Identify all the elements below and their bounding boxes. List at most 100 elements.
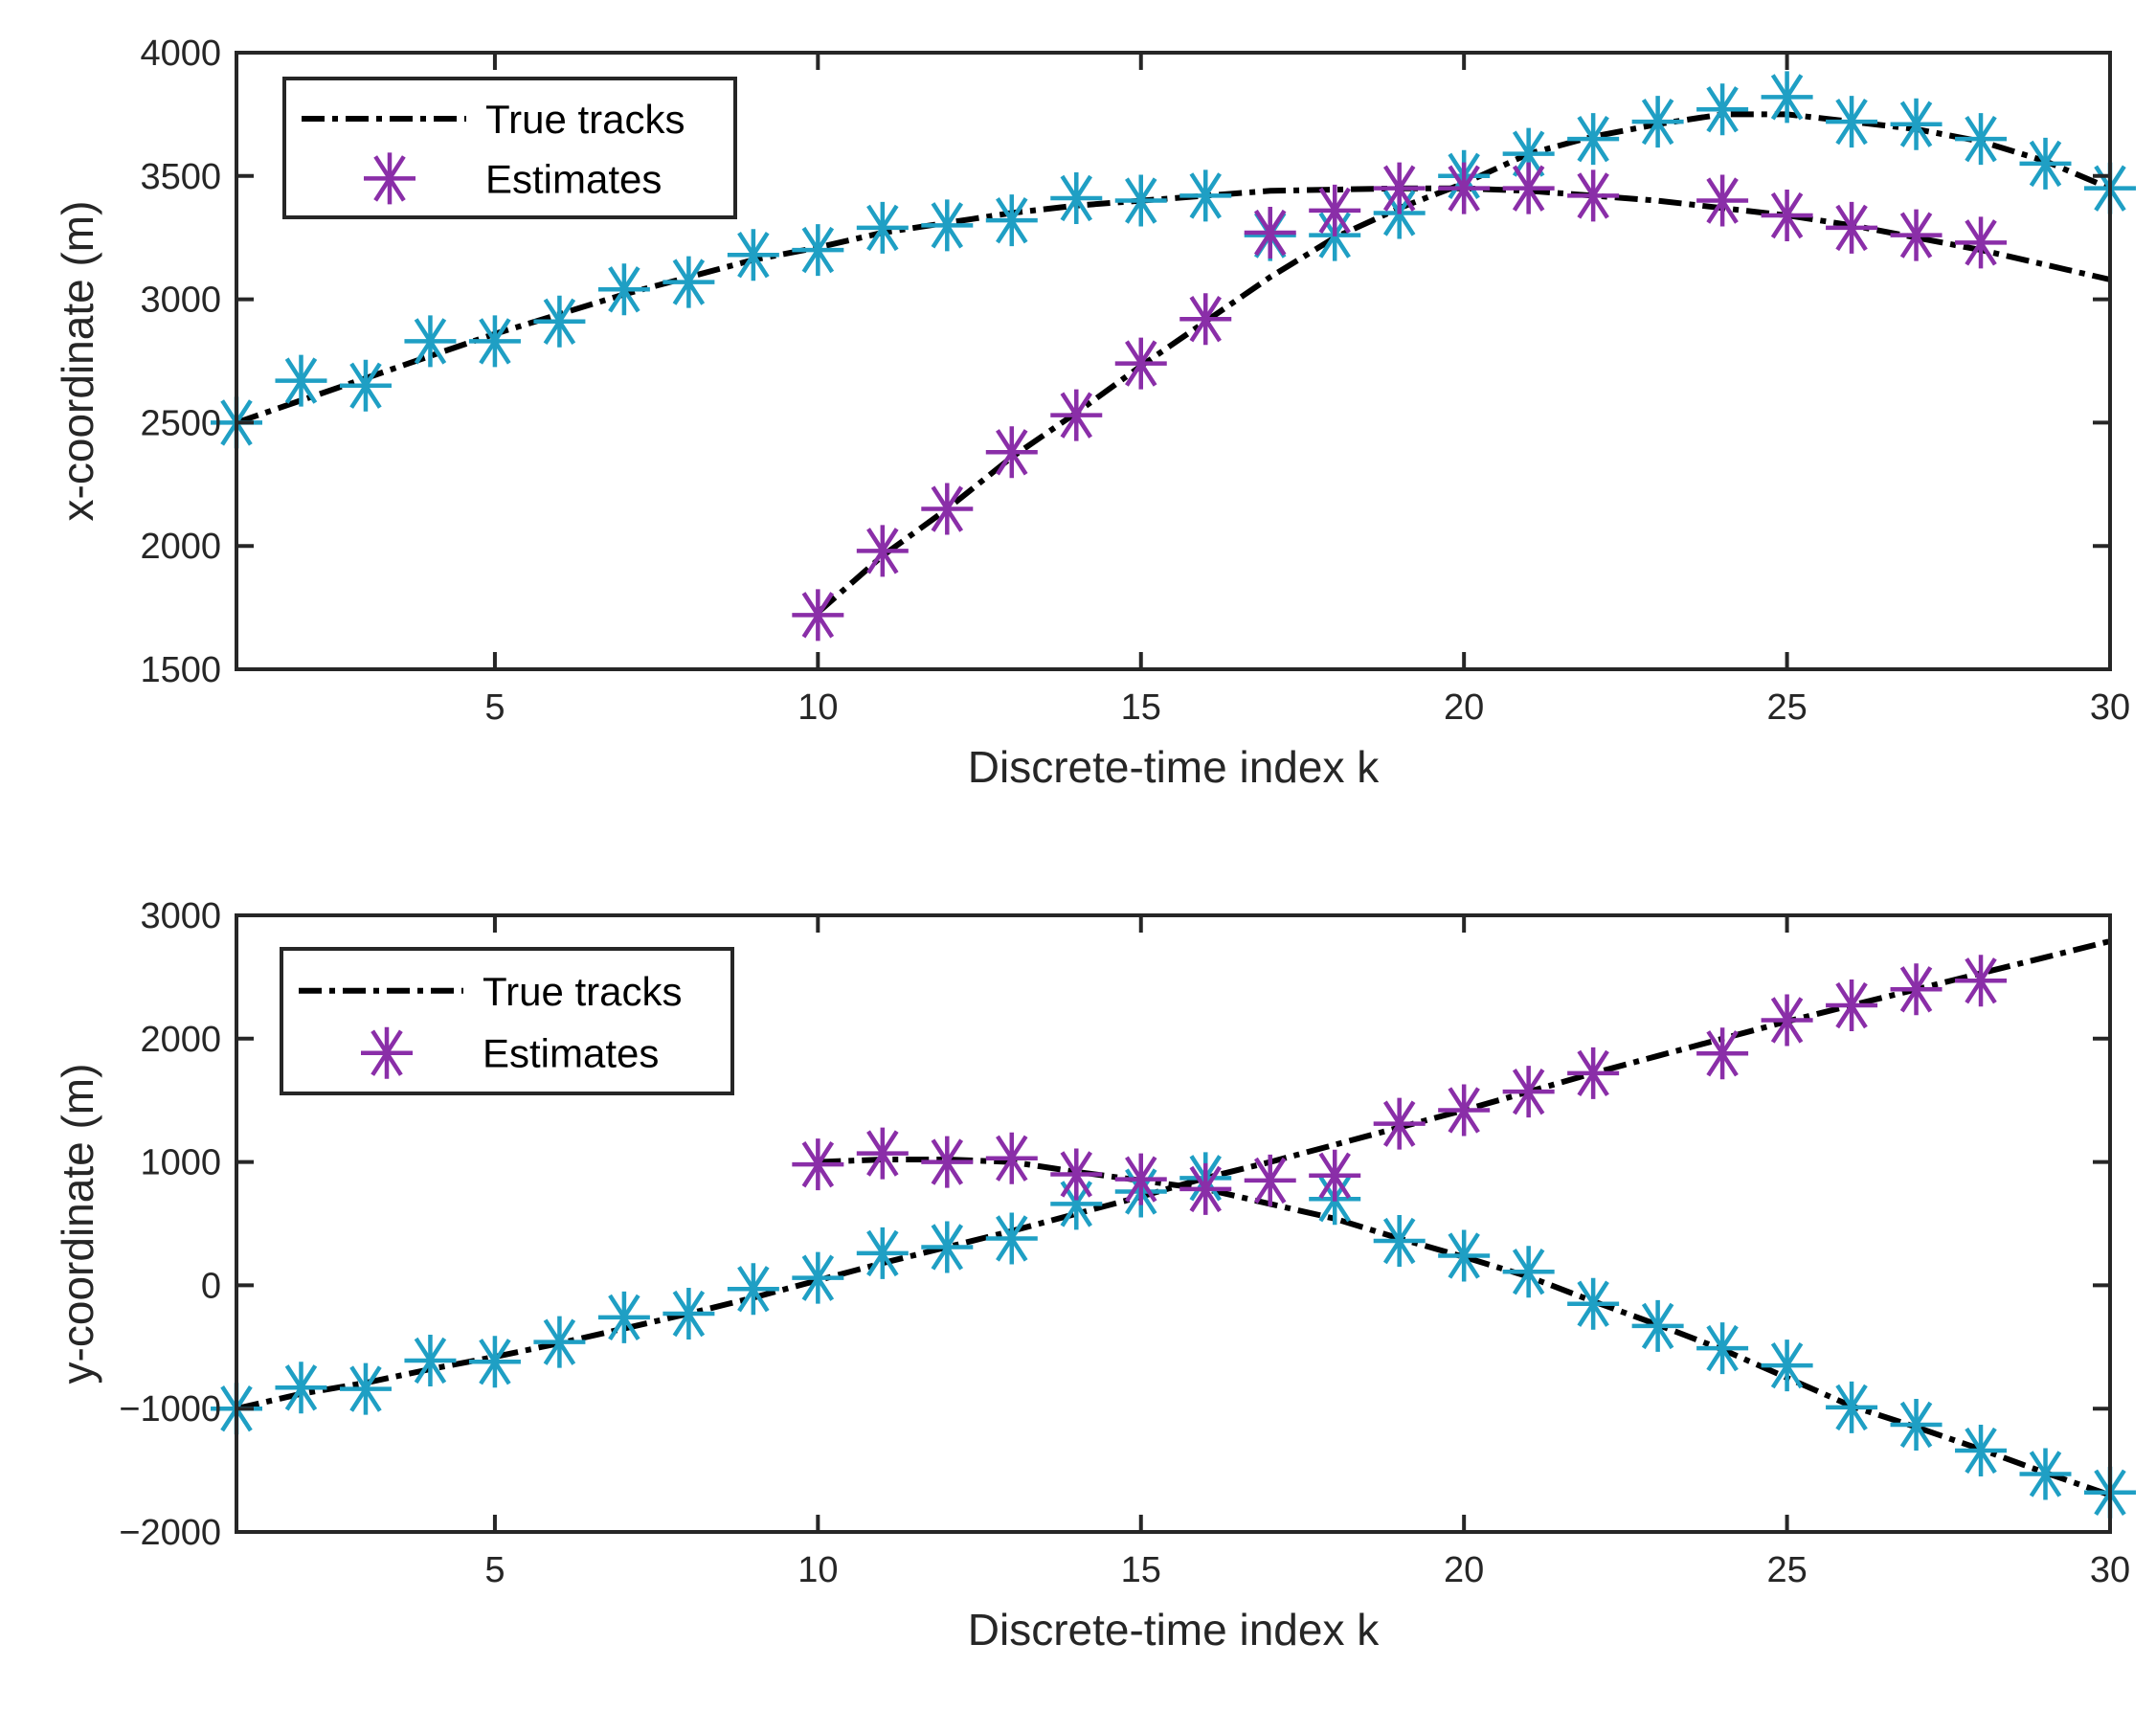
marker-stroke xyxy=(349,362,382,409)
estimate-point xyxy=(985,426,1038,479)
estimate-point xyxy=(1567,1047,1620,1099)
marker-stroke xyxy=(1835,1384,1868,1431)
legend-estimates-label: Estimates xyxy=(485,156,662,201)
x-tick-label: 5 xyxy=(484,687,505,728)
marker-stroke xyxy=(1965,219,1997,266)
estimate-point xyxy=(1826,979,1878,1032)
estimate-point xyxy=(985,1132,1038,1184)
legend-true-tracks-label: True tracks xyxy=(483,969,682,1014)
estimate-point xyxy=(856,525,909,577)
estimate-point xyxy=(1890,98,1943,150)
marker-stroke xyxy=(1770,74,1804,121)
marker-stroke xyxy=(1577,172,1609,219)
estimate-point xyxy=(2019,137,2072,190)
estimate-point xyxy=(985,1212,1038,1265)
estimate-point xyxy=(597,263,650,316)
true-track-line-1 xyxy=(236,185,2111,426)
marker-stroke xyxy=(1382,1100,1416,1147)
estimate-point xyxy=(1502,1066,1555,1118)
estimate-point xyxy=(1373,1097,1426,1150)
y-tick-label: −2000 xyxy=(119,1513,221,1553)
marker-stroke xyxy=(1512,1249,1545,1295)
x-tick-label: 30 xyxy=(2090,1550,2130,1590)
marker-stroke xyxy=(1706,1324,1739,1372)
estimate-point xyxy=(1955,955,2008,1007)
x-tick-label: 15 xyxy=(1121,1550,1161,1590)
y-tick-label: 2000 xyxy=(140,1020,221,1060)
estimate-point xyxy=(663,256,715,308)
x-tick-label: 25 xyxy=(1766,687,1807,728)
marker-stroke xyxy=(801,592,835,639)
marker-stroke xyxy=(1835,981,1868,1029)
x-axis-label: Discrete-time index k xyxy=(968,1605,1380,1655)
marker-stroke xyxy=(866,1130,899,1177)
marker-stroke xyxy=(1641,98,1674,146)
y-tick-label: −1000 xyxy=(119,1389,221,1430)
estimate-point xyxy=(468,315,521,368)
marker-stroke xyxy=(866,528,899,574)
x-tick-label: 5 xyxy=(484,1550,505,1590)
marker-stroke xyxy=(1706,86,1739,133)
estimate-point xyxy=(275,354,327,407)
legend: True tracks Estimates xyxy=(280,947,734,1095)
estimate-point xyxy=(663,1288,715,1340)
estimate-point xyxy=(1696,83,1749,136)
estimate-point xyxy=(921,1136,974,1188)
estimate-point xyxy=(1502,162,1555,214)
estimate-point xyxy=(1955,113,2008,166)
x-tick-label: 20 xyxy=(1444,1550,1484,1590)
marker-stroke xyxy=(1835,204,1868,252)
marker-stroke xyxy=(866,1229,899,1277)
marker-stroke xyxy=(996,1135,1028,1182)
estimate-point xyxy=(792,1251,844,1304)
legend-estimates-marker xyxy=(364,152,415,205)
marker-stroke xyxy=(737,1266,770,1313)
marker-stroke xyxy=(1577,1280,1609,1327)
marker-stroke xyxy=(1899,212,1933,259)
axes-box xyxy=(235,51,2112,671)
estimate-point xyxy=(1631,96,1684,148)
marker-stroke xyxy=(737,232,770,279)
estimate-point xyxy=(1309,1149,1361,1202)
estimate-point xyxy=(1696,1322,1749,1375)
marker-stroke xyxy=(1318,187,1351,235)
estimate-point xyxy=(2019,1448,2072,1500)
estimate-point xyxy=(727,229,779,281)
estimate-point xyxy=(1502,1246,1555,1298)
estimate-point xyxy=(1114,174,1167,227)
marker-stroke xyxy=(1512,1069,1545,1115)
marker-stroke xyxy=(1899,1401,1933,1449)
estimate-point xyxy=(533,1316,586,1368)
estimate-point xyxy=(1567,113,1620,166)
estimate-point xyxy=(792,1138,844,1191)
estimate-series-2 xyxy=(792,162,2008,642)
estimate-point xyxy=(921,199,974,252)
marker-stroke xyxy=(1060,1151,1093,1198)
estimate-point xyxy=(1114,337,1167,390)
estimate-point xyxy=(1050,1148,1103,1201)
estimate-point xyxy=(1373,1215,1426,1268)
marker-stroke xyxy=(1577,1049,1609,1097)
estimate-point xyxy=(275,1362,327,1414)
marker-stroke xyxy=(1125,177,1157,224)
marker-stroke xyxy=(414,1337,447,1385)
y-tick-label: 3000 xyxy=(140,896,221,936)
estimate-point xyxy=(1438,1084,1491,1137)
estimate-point xyxy=(1050,171,1103,224)
marker-stroke xyxy=(1770,1341,1804,1389)
x-axis-label: Discrete-time index k xyxy=(968,742,1380,792)
marker-stroke xyxy=(1060,392,1093,439)
marker-stroke xyxy=(1189,172,1222,219)
marker-stroke xyxy=(1125,340,1157,387)
x-tick-label: 25 xyxy=(1766,1550,1807,1590)
estimate-point xyxy=(1955,216,2008,269)
marker-stroke xyxy=(1965,957,1997,1004)
estimate-point xyxy=(1955,1424,2008,1476)
estimate-point xyxy=(921,483,974,535)
estimate-point xyxy=(1826,1381,1878,1433)
marker-stroke xyxy=(543,1318,576,1365)
x-tick-label: 30 xyxy=(2090,687,2130,728)
estimate-point xyxy=(597,1291,650,1343)
y-axis-label: y-coordinate (m) xyxy=(53,1064,102,1385)
